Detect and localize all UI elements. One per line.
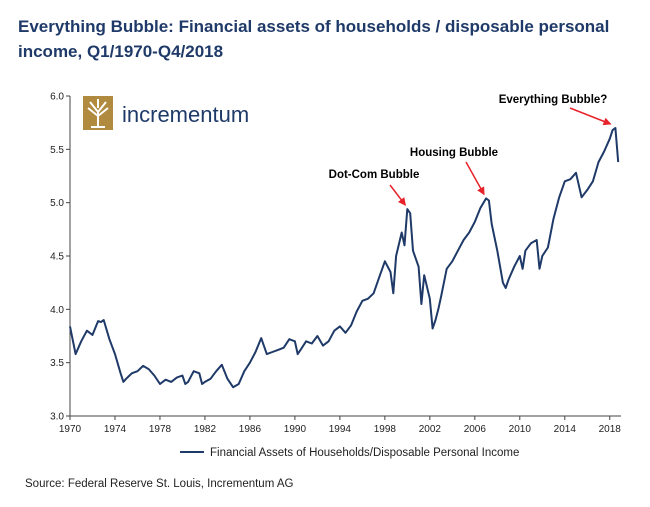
x-tick-label: 2006 [464,424,487,435]
annotations: Dot-Com Bubble Housing Bubble Everything B… [329,94,612,206]
x-tick-label: 1978 [149,424,172,435]
annotation-label: Everything Bubble? [499,94,608,106]
y-tick-label: 3.0 [50,412,64,423]
annotation-label: Dot-Com Bubble [329,169,420,181]
legend-label: Financial Assets of Households/Disposabl… [210,447,519,459]
x-tick-label: 1982 [194,424,217,435]
y-tick-label: 4.0 [50,305,64,316]
chart-title: Everything Bubble: Financial assets of h… [18,17,610,61]
annotation-label: Housing Bubble [410,147,498,159]
series-line [69,127,620,389]
x-tick-label: 2002 [419,424,442,435]
y-tick-label: 4.5 [50,252,64,263]
x-tick-label: 1986 [239,424,262,435]
x-tick-label: 1990 [284,424,307,435]
x-tick-label: 2018 [599,424,622,435]
x-tick-label: 1994 [329,424,352,435]
source-note: Source: Federal Reserve St. Louis, Incre… [25,478,294,490]
y-tick-label: 5.5 [50,145,64,156]
y-tick-label: 5.0 [50,198,64,209]
x-tick-label: 1998 [374,424,397,435]
x-tick-label: 1970 [59,424,82,435]
annotation-arrow [465,161,485,196]
series-group [69,127,620,389]
logo-text: incrementum [122,102,249,127]
tree-logo-icon [83,96,113,130]
y-tick-label: 6.0 [50,92,64,103]
chart-axes: 3.0 3.5 4.0 4.5 5.0 5.5 6.0 1970 1974 1978 1982 198… [50,92,621,436]
x-tick-label: 2010 [509,424,532,435]
incrementum-logo: incrementum [83,96,249,130]
y-tick-label: 3.5 [50,358,64,369]
x-tick-label: 1974 [104,424,127,435]
annotation-arrow [389,184,406,206]
annotation-arrow [569,107,612,126]
x-tick-label: 2014 [554,424,577,435]
legend: Financial Assets of Households/Disposabl… [180,447,519,459]
